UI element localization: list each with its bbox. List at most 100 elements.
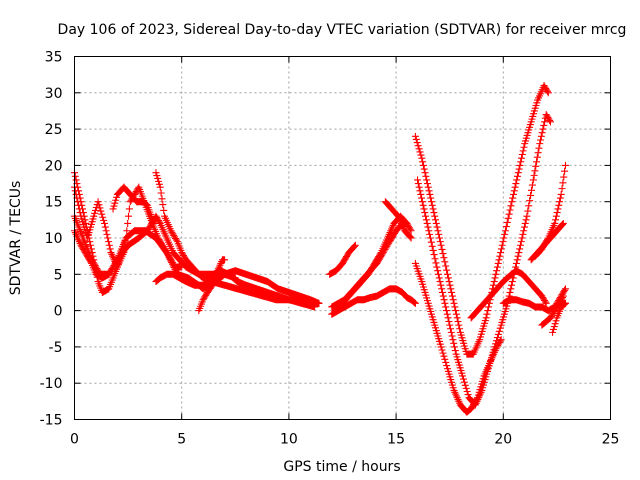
data-point	[106, 245, 114, 253]
data-point	[429, 205, 437, 213]
data-point	[112, 196, 120, 204]
data-point	[499, 238, 507, 246]
data-point	[504, 214, 512, 222]
data-point	[449, 336, 457, 344]
x-tick-label: 20	[494, 432, 512, 448]
data-point	[350, 242, 358, 250]
data-point	[445, 317, 453, 325]
data-point	[451, 303, 459, 311]
data-point	[160, 206, 168, 214]
y-tick-label: -5	[49, 340, 63, 356]
data-point	[500, 234, 508, 242]
data-point	[513, 176, 521, 184]
data-point	[543, 112, 551, 120]
data-point	[104, 234, 112, 242]
data-point	[450, 299, 458, 307]
data-point	[106, 269, 114, 277]
y-tick-label: 20	[45, 158, 63, 174]
data-point	[462, 384, 470, 392]
data-point	[443, 266, 451, 274]
data-point	[507, 285, 515, 293]
data-point	[526, 197, 534, 205]
data-point	[561, 286, 569, 294]
data-point	[505, 210, 513, 218]
y-tick-label: 0	[54, 304, 63, 320]
x-tick-label: 15	[387, 432, 405, 448]
data-point	[448, 332, 456, 340]
data-point	[448, 288, 456, 296]
series-arc-20	[527, 219, 567, 264]
data-point	[315, 299, 323, 307]
y-axis-label: SDTVAR / TECUs	[8, 181, 24, 296]
data-point	[533, 153, 541, 161]
data-point	[440, 254, 448, 262]
data-point	[452, 307, 460, 315]
data-point	[546, 116, 554, 124]
data-point	[424, 223, 432, 231]
data-point	[447, 285, 455, 293]
data-point	[550, 323, 558, 331]
data-point	[200, 294, 208, 302]
data-point	[551, 307, 559, 315]
data-point	[437, 281, 445, 289]
data-point	[421, 209, 429, 217]
data-point	[516, 245, 524, 253]
data-point	[552, 317, 560, 325]
data-point	[452, 310, 460, 318]
data-point	[454, 317, 462, 325]
data-point	[164, 250, 172, 258]
data-point	[432, 259, 440, 267]
data-point	[546, 314, 554, 322]
data-point	[544, 113, 552, 121]
x-tick-label: 5	[177, 432, 186, 448]
data-point	[105, 238, 113, 246]
data-point	[429, 246, 437, 254]
data-point	[515, 165, 523, 173]
data-point	[199, 296, 207, 304]
data-point	[406, 225, 414, 233]
data-point	[416, 187, 424, 195]
series-arc-19	[531, 161, 569, 260]
data-point	[535, 144, 543, 152]
data-point	[152, 169, 160, 177]
data-point	[518, 151, 526, 159]
data-point	[521, 219, 529, 227]
data-point	[514, 172, 522, 180]
data-point	[555, 295, 563, 303]
data-point	[556, 294, 564, 302]
data-point	[554, 298, 562, 306]
x-tick-label: 25	[602, 432, 620, 448]
data-point	[507, 202, 515, 210]
data-point	[407, 234, 415, 242]
data-point	[529, 176, 537, 184]
data-point	[414, 142, 422, 150]
series-arc-11	[326, 241, 359, 278]
data-point	[545, 115, 553, 123]
data-point	[559, 219, 567, 227]
data-point	[556, 198, 564, 206]
series-arc-3	[71, 183, 128, 271]
data-point	[489, 281, 497, 289]
data-point	[87, 241, 95, 249]
data-point	[76, 209, 84, 217]
data-point	[351, 241, 359, 249]
data-point	[538, 292, 546, 300]
data-point	[491, 274, 499, 282]
data-point	[146, 222, 154, 230]
data-point	[142, 200, 150, 208]
data-point	[417, 190, 425, 198]
data-point	[445, 278, 453, 286]
data-point	[532, 162, 540, 170]
data-point	[436, 238, 444, 246]
data-point	[72, 190, 80, 198]
data-point	[440, 296, 448, 304]
data-point	[418, 198, 426, 206]
data-point	[201, 293, 209, 301]
data-point	[421, 169, 429, 177]
data-point	[501, 230, 509, 238]
data-point	[107, 267, 115, 275]
data-point	[105, 270, 113, 278]
data-point	[422, 172, 430, 180]
data-point	[109, 263, 117, 271]
